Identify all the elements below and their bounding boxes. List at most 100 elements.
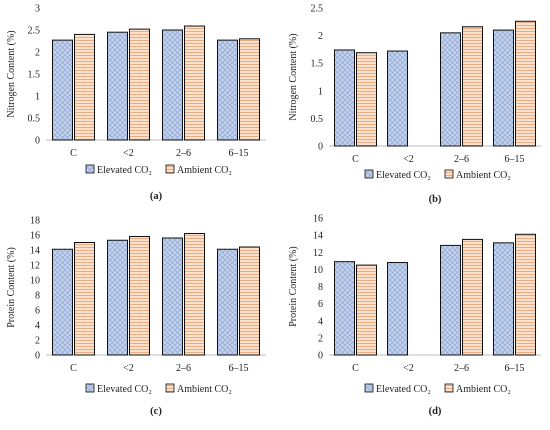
x-tick-label: C <box>70 148 77 159</box>
y-tick-label: 2 <box>318 31 323 42</box>
x-tick-label: 6–15 <box>229 363 249 374</box>
y-tick-label: 3 <box>35 4 40 15</box>
bar-elevated <box>107 31 128 141</box>
y-tick-label: 6 <box>318 299 323 310</box>
bar-elevated <box>162 237 183 356</box>
legend-swatch-elevated <box>364 169 374 179</box>
chart-panel-2: 0 0.5 1 1.5 2 2.5 Nitrogen Content (%) C <2 2–6 6–… <box>288 4 541 205</box>
bar-ambient <box>74 33 95 141</box>
y-tick-label: 2.5 <box>311 4 324 15</box>
y-tick-label: 0.5 <box>28 114 41 125</box>
y-axis-title: Nitrogen Content (%) <box>6 30 17 117</box>
bar-elevated <box>493 29 514 147</box>
y-tick-label: 16 <box>30 231 40 242</box>
bar-ambient <box>129 28 150 141</box>
legend-label-ambient: Ambient CO₂ <box>456 170 511 181</box>
y-tick-label: 2.5 <box>28 26 41 37</box>
legend-label-elevated: Elevated CO₂ <box>97 165 152 176</box>
panel-label: (c) <box>150 406 162 417</box>
x-tick-label: C <box>352 154 359 165</box>
y-tick-label: 0 <box>318 351 323 362</box>
y-tick-label: 8 <box>35 291 40 302</box>
y-tick-label: 1.5 <box>28 70 41 81</box>
bar-elevated <box>387 262 408 356</box>
x-tick-label: <2 <box>123 148 134 159</box>
legend-swatch-elevated <box>85 383 95 393</box>
bar-ambient <box>129 236 150 356</box>
legend-label-ambient: Ambient CO₂ <box>177 165 232 176</box>
y-tick-label: 12 <box>313 248 323 259</box>
y-tick-label: 18 <box>30 216 40 227</box>
y-axis-title: Protein Content (%) <box>6 247 17 328</box>
bar-ambient <box>515 20 536 147</box>
legend-label-elevated: Elevated CO₂ <box>376 384 431 395</box>
x-tick-label: 2–6 <box>454 363 469 374</box>
x-tick-label: 2–6 <box>176 363 191 374</box>
y-tick-label: 14 <box>30 246 40 257</box>
bar-ambient <box>184 25 205 141</box>
y-tick-label: 10 <box>313 265 323 276</box>
y-axis-title: Protein Content (%) <box>288 246 299 327</box>
bar-ambient <box>239 38 260 141</box>
x-tick-label: <2 <box>403 154 414 165</box>
legend-swatch-ambient <box>165 164 175 174</box>
x-tick-label: <2 <box>123 363 134 374</box>
chart-panel-4: 0 2 4 6 8 10 12 14 16 Protein Content (%) C <2 2–6 6–… <box>288 214 541 417</box>
y-tick-label: 6 <box>35 306 40 317</box>
legend-swatch-elevated <box>85 164 95 174</box>
y-tick-label: 8 <box>318 282 323 293</box>
y-tick-label: 16 <box>313 214 323 225</box>
y-tick-label: 2 <box>35 48 40 59</box>
y-tick-label: 0 <box>35 351 40 362</box>
x-tick-label: 6–15 <box>505 154 525 165</box>
panel-label: (b) <box>429 194 442 205</box>
bar-elevated <box>217 248 238 356</box>
bar-ambient <box>184 233 205 356</box>
legend-swatch-elevated <box>364 383 374 393</box>
bar-ambient <box>356 52 377 147</box>
y-tick-label: 0 <box>35 136 40 147</box>
legend-swatch-ambient <box>444 383 454 393</box>
y-tick-label: 1.5 <box>311 59 324 70</box>
x-tick-label: <2 <box>403 363 414 374</box>
bar-elevated <box>440 32 461 147</box>
bar-elevated <box>334 49 355 147</box>
bar-ambient <box>462 26 483 147</box>
y-tick-label: 10 <box>30 276 40 287</box>
bar-elevated <box>334 261 355 356</box>
bar-ambient <box>239 246 260 356</box>
bar-ambient <box>74 242 95 356</box>
legend-label-ambient: Ambient CO₂ <box>456 384 511 395</box>
bar-elevated <box>52 39 73 141</box>
y-tick-label: 14 <box>313 231 323 242</box>
x-tick-label: 6–15 <box>229 148 249 159</box>
x-tick-label: C <box>352 363 359 374</box>
y-tick-label: 1 <box>318 86 323 97</box>
y-tick-label: 4 <box>35 321 40 332</box>
legend-label-ambient: Ambient CO₂ <box>177 384 232 395</box>
x-tick-label: 2–6 <box>454 154 469 165</box>
y-tick-label: 4 <box>318 316 323 327</box>
bar-ambient <box>515 233 536 356</box>
y-axis-title: Nitrogen Content (%) <box>288 33 299 120</box>
bar-elevated <box>52 248 73 356</box>
x-tick-label: 6–15 <box>505 363 525 374</box>
bar-ambient <box>462 238 483 356</box>
bar-elevated <box>162 29 183 141</box>
legend-swatch-ambient <box>444 169 454 179</box>
y-tick-label: 1 <box>35 92 40 103</box>
x-tick-label: C <box>70 363 77 374</box>
chart-panel-3: 0 2 4 6 8 10 12 14 16 18 Protein Content (%) C <2 2–6… <box>6 216 266 417</box>
bar-elevated <box>387 50 408 147</box>
legend-swatch-ambient <box>165 383 175 393</box>
bar-elevated <box>107 239 128 356</box>
x-tick-label: 2–6 <box>176 148 191 159</box>
y-tick-label: 2 <box>35 336 40 347</box>
legend-label-elevated: Elevated CO₂ <box>376 170 431 181</box>
y-tick-label: 0.5 <box>311 114 324 125</box>
bar-elevated <box>217 39 238 141</box>
chart-panel-1: 0 0.5 1 1.5 2 2.5 3 Nitrogen Content (%) C <2 2–6 6… <box>6 4 266 202</box>
bar-elevated <box>493 242 514 356</box>
